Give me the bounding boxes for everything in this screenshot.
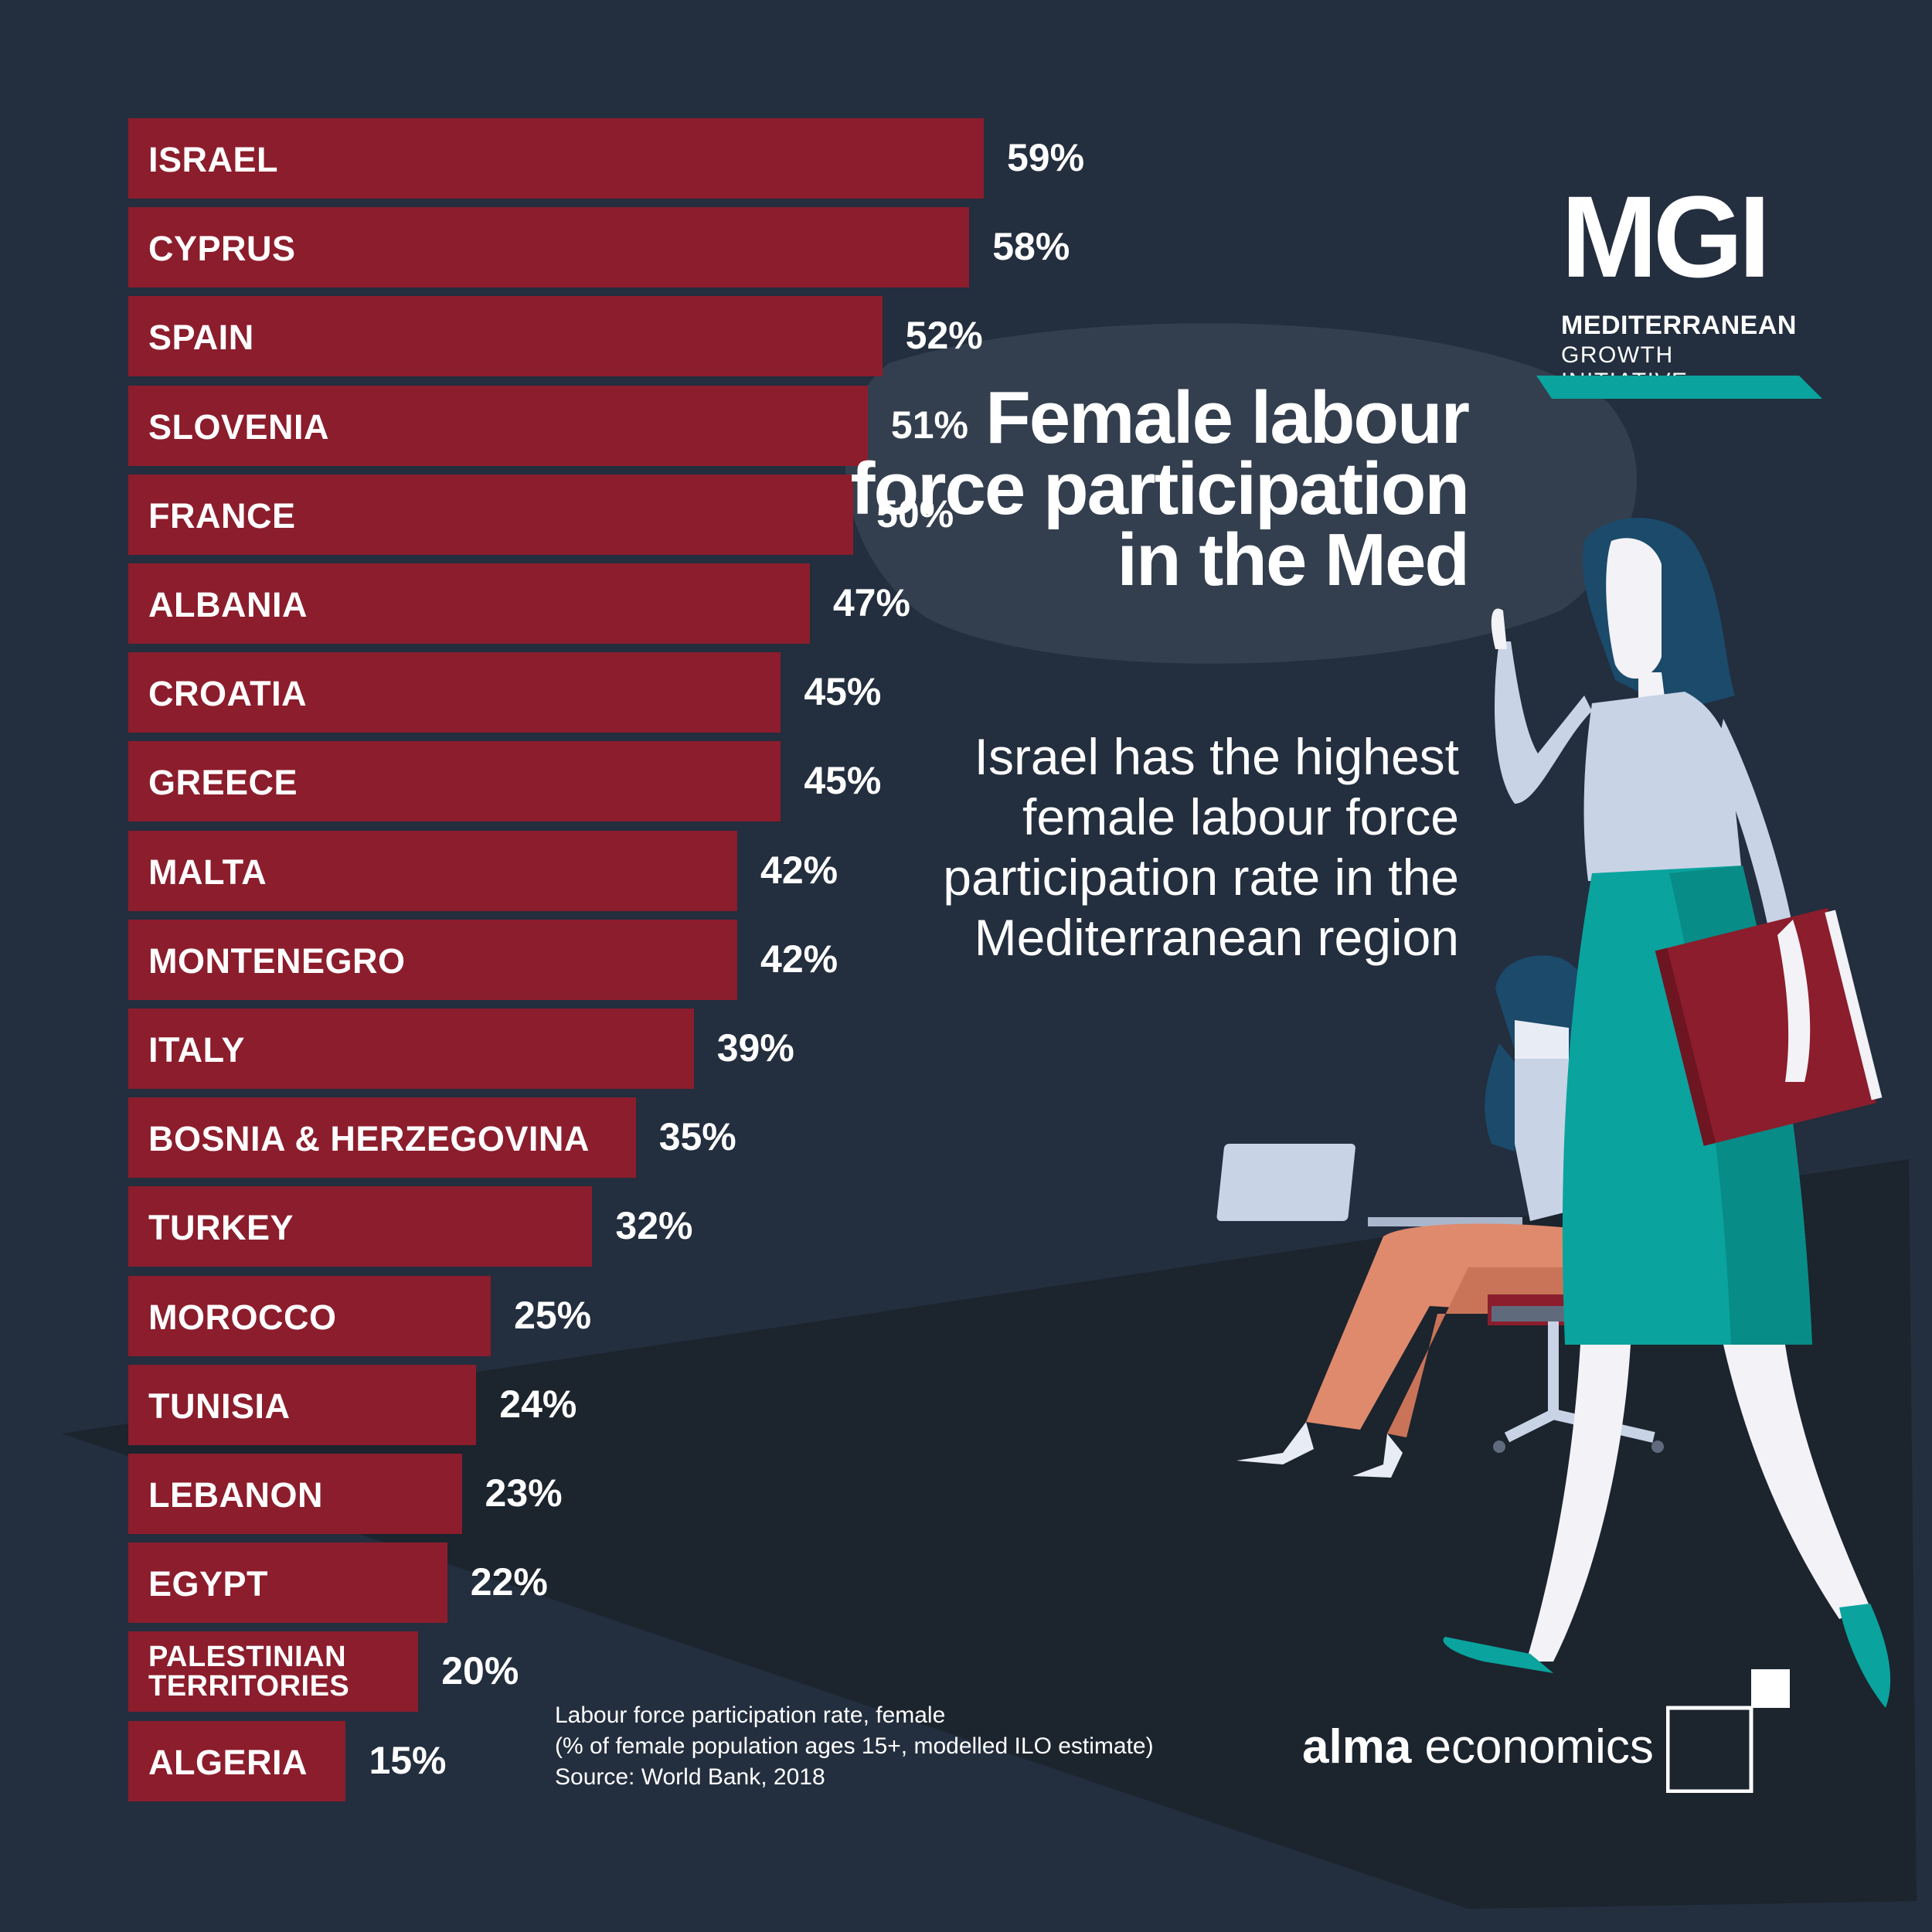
bar-value-label: 20% xyxy=(441,1649,519,1693)
bar-label: GREECE xyxy=(148,763,298,803)
bar-value-label: 58% xyxy=(992,225,1070,269)
bar-value-label: 25% xyxy=(514,1293,592,1337)
bar-value-label: 35% xyxy=(658,1115,736,1159)
bar-label: MOROCCO xyxy=(148,1297,337,1337)
bar xyxy=(128,385,868,466)
standing-woman-illustration xyxy=(1443,518,1891,1708)
bar-value-label: 51% xyxy=(890,403,968,447)
bar-label: LEBANON xyxy=(148,1475,323,1515)
bar xyxy=(128,563,810,644)
bar xyxy=(128,1543,447,1624)
footnote-line2: (% of female population ages 15+, modell… xyxy=(555,1733,1154,1759)
bar-label: CROATIA xyxy=(148,674,308,714)
bar-value-label: 59% xyxy=(1007,136,1085,179)
bar-value-label: 42% xyxy=(760,937,838,981)
chart-title: Female labour force participation in the… xyxy=(850,376,1470,601)
bar-value-label: 15% xyxy=(369,1738,447,1782)
bar xyxy=(128,1631,419,1713)
bar xyxy=(128,1186,593,1267)
bar xyxy=(128,741,781,822)
bar xyxy=(128,207,970,288)
bar xyxy=(128,830,738,911)
bar-label: BOSNIA & HERZEGOVINA xyxy=(148,1119,590,1159)
bar-value-label: 39% xyxy=(716,1026,794,1070)
footnote-line1: Labour force participation rate, female xyxy=(555,1702,946,1728)
bar-value-label: 32% xyxy=(615,1204,693,1248)
seated-woman-illustration xyxy=(1216,955,1664,1478)
mgi-logo: MGI MEDITERRANEAN GROWTH INITIATIVE xyxy=(1561,172,1797,395)
logo-accent-bar xyxy=(1536,376,1822,399)
chart-subtitle: Israel has the highest female labour for… xyxy=(943,728,1459,966)
brand-bold: alma xyxy=(1302,1720,1412,1774)
bar xyxy=(128,118,984,199)
logo-line1: MEDITERRANEAN xyxy=(1561,311,1797,340)
bar xyxy=(128,1364,477,1445)
bar xyxy=(128,1454,462,1534)
bar xyxy=(128,474,854,555)
alma-square-icon xyxy=(1666,1669,1790,1793)
bar-label: ALBANIA xyxy=(148,585,308,624)
bar-label: SLOVENIA xyxy=(148,406,330,447)
bar-label: EGYPT xyxy=(148,1564,269,1604)
bar-value-label: 45% xyxy=(804,759,882,803)
footnote: Labour force participation rate, female … xyxy=(555,1700,1250,1793)
bar-value-label: 24% xyxy=(499,1382,577,1426)
bar-label: TURKEY xyxy=(148,1208,294,1248)
logo-mark: MGI xyxy=(1561,172,1770,301)
bar-label: CYPRUS xyxy=(148,229,296,269)
bar-label: ALGERIA xyxy=(148,1742,308,1782)
bar xyxy=(128,652,781,733)
bar-label: ITALY xyxy=(148,1030,246,1070)
bar xyxy=(128,1097,636,1179)
brand-rest: economics xyxy=(1411,1720,1654,1774)
bar-value-label: 42% xyxy=(760,848,838,892)
bar-label: TUNISIA xyxy=(148,1386,291,1426)
footnote-source: Source: World Bank, 2018 xyxy=(555,1764,825,1790)
bar xyxy=(128,1009,694,1089)
bar xyxy=(128,1275,492,1356)
bar-value-label: 22% xyxy=(470,1560,548,1604)
alma-economics-logo: alma economics xyxy=(1302,1719,1654,1774)
bar-label: MALTA xyxy=(148,852,267,892)
bar-value-label: 50% xyxy=(876,492,954,536)
bar-value-label: 47% xyxy=(832,581,910,624)
bar-label: SPAIN xyxy=(148,318,254,358)
bar-label: ISRAEL xyxy=(148,140,279,179)
bar-label: FRANCE xyxy=(148,495,296,536)
bar xyxy=(128,1720,346,1801)
bar xyxy=(128,919,738,1000)
bar-value-label: 52% xyxy=(905,314,983,358)
bar-value-label: 23% xyxy=(485,1471,563,1515)
bar xyxy=(128,296,883,377)
bar-value-label: 45% xyxy=(804,670,882,714)
bar-label: MONTENEGRO xyxy=(148,940,406,981)
bar-label: PALESTINIAN TERRITORIES xyxy=(148,1641,350,1703)
